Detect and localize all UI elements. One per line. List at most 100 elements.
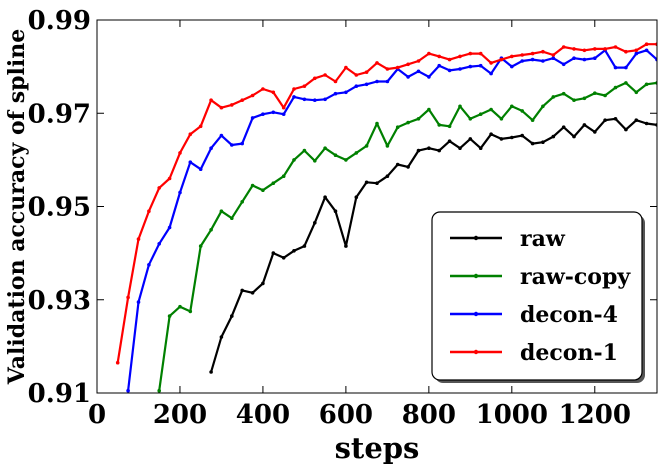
legend-label-decon-4: decon-4 [520, 302, 618, 328]
data-point [458, 67, 462, 71]
data-point [478, 51, 483, 56]
legend-label-decon-1: decon-1 [520, 340, 618, 366]
legend: raw raw-copy decon-4 decon-1 [431, 211, 645, 383]
data-point [354, 151, 359, 155]
data-point [644, 82, 649, 87]
data-point [551, 134, 556, 139]
data-point [313, 221, 317, 225]
legend-marker [473, 235, 479, 241]
series-layer [115, 42, 657, 393]
data-point [572, 47, 576, 51]
data-point [551, 53, 556, 57]
data-point [603, 93, 607, 98]
data-point [510, 104, 514, 109]
data-point [613, 45, 618, 49]
data-point [323, 97, 327, 102]
data-point [406, 120, 410, 125]
x-tick-label: 400 [236, 400, 290, 430]
data-point [416, 117, 421, 121]
data-point [551, 56, 556, 60]
data-point [364, 180, 369, 185]
data-point [624, 81, 628, 85]
data-point [520, 109, 524, 113]
data-point [624, 65, 628, 70]
data-point [634, 90, 639, 95]
data-point [219, 209, 224, 213]
data-point [344, 90, 348, 95]
data-point [468, 137, 473, 141]
data-point [644, 42, 649, 46]
data-point [458, 54, 462, 59]
data-point [136, 300, 141, 304]
data-point [323, 73, 327, 77]
data-point [427, 107, 431, 112]
data-point [510, 135, 514, 140]
data-point [478, 112, 483, 116]
data-point [561, 91, 566, 96]
data-point [634, 51, 639, 56]
data-point [302, 244, 307, 248]
data-point [634, 118, 639, 122]
y-axis-label: Validation accuracy of spline [4, 29, 30, 386]
data-point [406, 62, 410, 67]
data-point [188, 309, 193, 314]
data-point [219, 105, 224, 110]
data-point [375, 181, 379, 185]
data-point [178, 190, 182, 195]
data-point [624, 127, 628, 132]
series-decon-1 [115, 42, 657, 365]
data-point [416, 148, 421, 153]
data-point [458, 104, 462, 109]
data-point [354, 73, 359, 77]
data-point [219, 335, 224, 339]
data-point [624, 49, 628, 54]
data-point [582, 96, 587, 101]
data-point [364, 70, 369, 74]
data-point [427, 146, 431, 150]
data-point [230, 103, 234, 107]
data-point [458, 146, 462, 150]
x-axis-label: steps [335, 431, 420, 465]
data-point [292, 158, 296, 162]
data-point [551, 95, 556, 99]
data-point [167, 176, 172, 181]
data-point [250, 183, 255, 188]
data-point [447, 139, 452, 143]
data-point [147, 263, 151, 267]
data-point [447, 124, 452, 129]
legend-label-raw: raw [520, 226, 566, 252]
data-point [406, 75, 410, 79]
data-point [406, 165, 410, 169]
data-point [437, 123, 442, 127]
data-point [167, 225, 172, 230]
data-point [375, 121, 379, 126]
y-tick-label: 0.97 [28, 99, 91, 129]
data-point [510, 54, 514, 59]
data-point [499, 117, 504, 121]
data-point [375, 79, 379, 84]
data-point [561, 125, 566, 129]
data-point [344, 158, 348, 162]
data-point [437, 63, 442, 68]
data-point [468, 64, 473, 69]
data-point [437, 148, 442, 153]
data-point [572, 56, 576, 60]
data-point [541, 49, 545, 54]
data-point [281, 255, 286, 260]
series-line-raw [210, 117, 657, 373]
data-point [261, 87, 265, 91]
data-point [292, 249, 296, 253]
data-point [634, 48, 639, 53]
data-point [520, 53, 524, 57]
data-point [302, 84, 307, 88]
data-point [530, 51, 535, 56]
data-point [261, 112, 265, 116]
data-point [489, 107, 493, 112]
data-point [613, 65, 618, 70]
data-point [261, 281, 265, 286]
data-point [167, 314, 172, 318]
data-point [198, 244, 203, 248]
data-point [582, 48, 587, 53]
data-point [240, 200, 244, 204]
data-point [385, 174, 390, 178]
